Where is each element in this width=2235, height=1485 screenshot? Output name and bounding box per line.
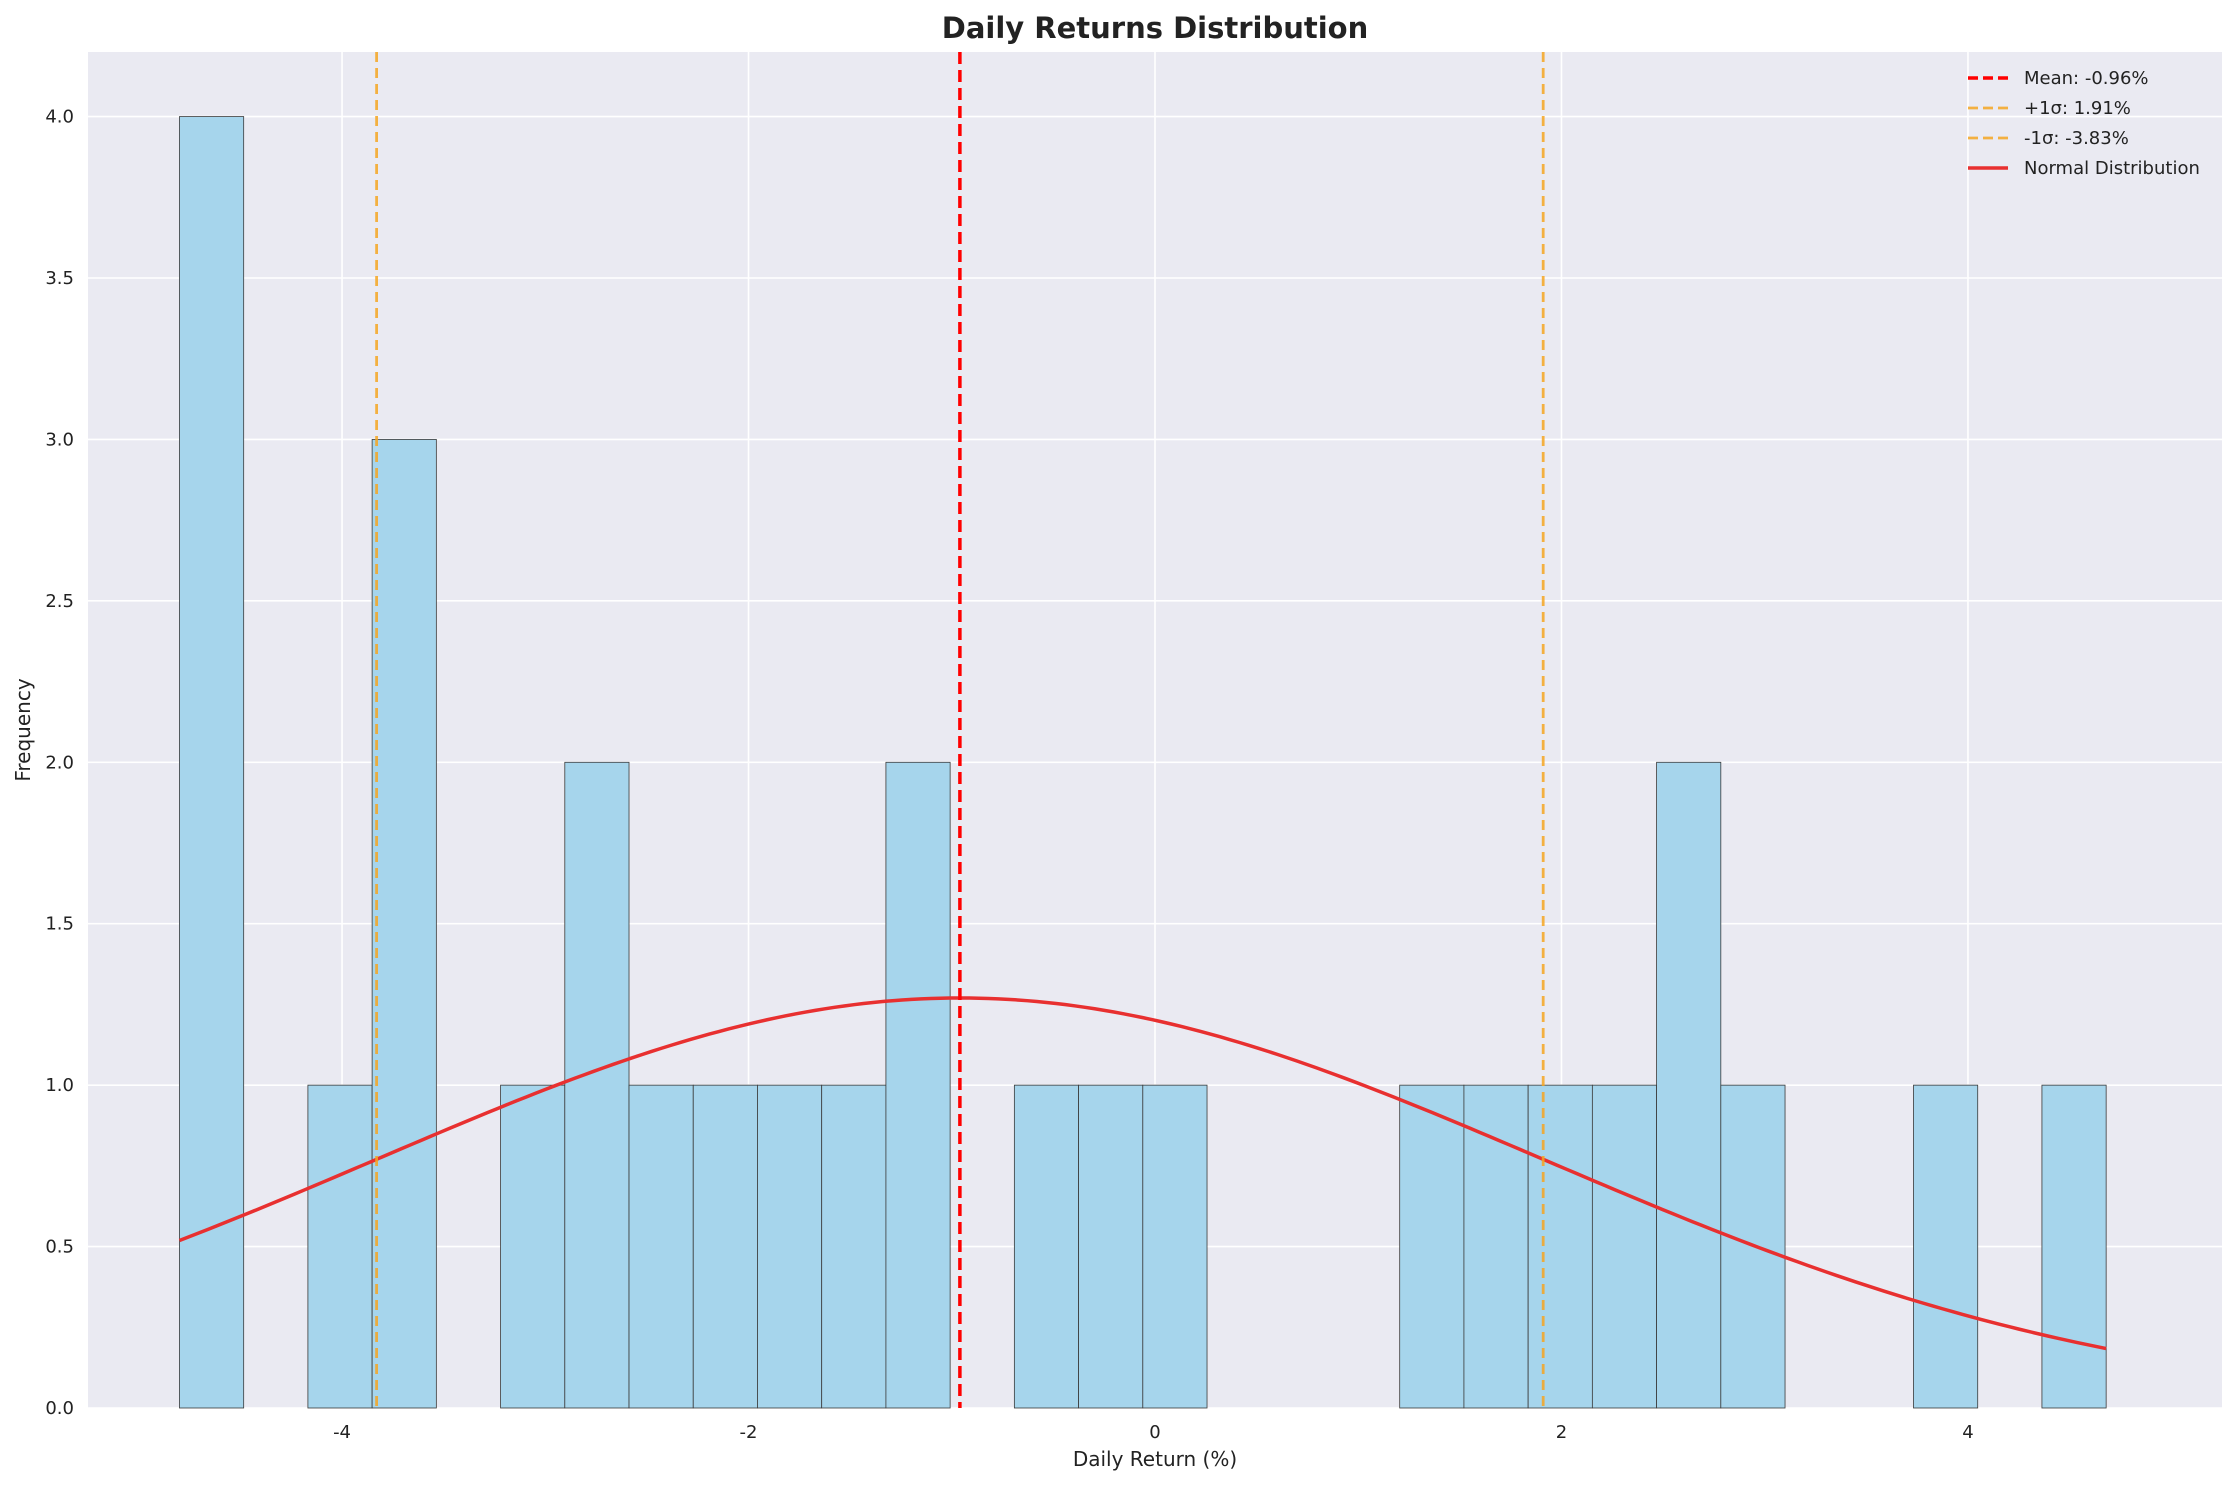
histogram-bar	[500, 1084, 566, 1409]
x-tick-label: 4	[1962, 1422, 1973, 1443]
legend-label: +1σ: 1.91%	[2024, 98, 2131, 119]
histogram-bar	[179, 116, 245, 1409]
histogram-bar	[1656, 761, 1722, 1409]
histogram-bar	[821, 1084, 887, 1409]
histogram-bar	[1527, 1084, 1593, 1409]
histogram-bar	[1142, 1084, 1208, 1409]
y-tick-label: 1.0	[45, 1075, 74, 1096]
legend: Mean: -0.96% +1σ: 1.91% -1σ: -3.83% Normal …	[1968, 68, 2200, 179]
histogram-bar	[2041, 1084, 2107, 1409]
normal-curve-layer	[178, 996, 2107, 1351]
histogram-bar	[1078, 1084, 1144, 1409]
legend-label: Mean: -0.96%	[2024, 68, 2149, 89]
histogram-bar	[307, 1084, 373, 1409]
y-tick-label: 0.5	[45, 1237, 74, 1258]
y-axis-label: Frequency	[11, 678, 35, 781]
y-tick-label: 4.0	[45, 107, 74, 128]
normal-distribution-curve	[178, 996, 2107, 1351]
y-tick-label: 3.5	[45, 268, 74, 289]
histogram-bar	[564, 761, 630, 1409]
legend-label: -1σ: -3.83%	[2024, 128, 2129, 149]
legend-label: Normal Distribution	[2024, 158, 2200, 179]
x-tick-label: 0	[1149, 1422, 1160, 1443]
histogram-bar	[1013, 1084, 1079, 1409]
chart-title: Daily Returns Distribution	[942, 11, 1369, 45]
y-tick-label: 3.0	[45, 429, 74, 450]
x-tick-label: 2	[1556, 1422, 1567, 1443]
histogram-bar	[371, 439, 437, 1409]
histogram-bar	[1591, 1084, 1657, 1409]
histogram-bar	[885, 761, 951, 1409]
histogram-bar	[692, 1084, 758, 1409]
histogram-bar	[757, 1084, 823, 1409]
y-tick-label: 0.0	[45, 1398, 74, 1419]
y-tick-label: 2.5	[45, 591, 74, 612]
x-tick-label: -2	[740, 1422, 758, 1443]
histogram-bar	[628, 1084, 694, 1409]
y-tick-label: 2.0	[45, 752, 74, 773]
histogram-bar	[1399, 1084, 1465, 1409]
x-tick-label: -4	[333, 1422, 351, 1443]
histogram-bars	[179, 116, 2107, 1409]
axis-ticks: -4 -2 0 2 4 0.0 0.5 1.0 1.5 2.0 2.5 3.0 3.5 4.0	[45, 107, 1973, 1443]
x-axis-label: Daily Return (%)	[1073, 1447, 1237, 1471]
histogram-bar	[1913, 1084, 1979, 1409]
histogram-bar	[1463, 1084, 1529, 1409]
reference-lines	[375, 52, 1545, 1408]
y-tick-label: 1.5	[45, 914, 74, 935]
grid-lines	[88, 52, 2222, 1409]
